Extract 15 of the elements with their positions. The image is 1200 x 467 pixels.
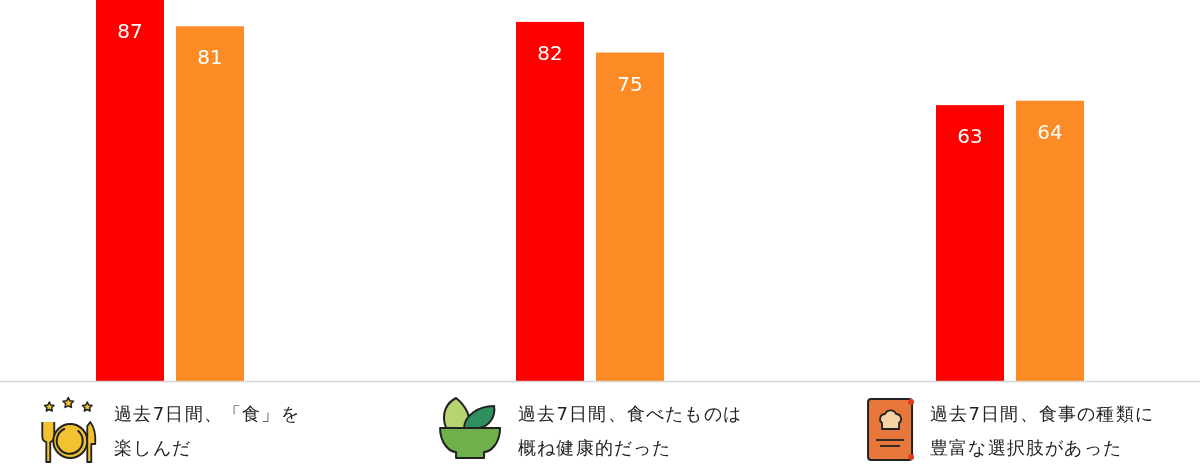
bar bbox=[516, 21, 584, 381]
x-tick-label: 過去7日間、食事の種類に豊富な選択肢があった bbox=[930, 403, 1154, 458]
data-label: 82 bbox=[537, 40, 563, 65]
bar bbox=[176, 26, 244, 381]
bar bbox=[1016, 100, 1084, 381]
data-label: 81 bbox=[197, 45, 223, 70]
bar bbox=[936, 105, 1004, 381]
x-tick-label: 過去7日間、「食」を楽しんだ bbox=[114, 403, 300, 458]
data-label: 87 bbox=[117, 19, 143, 43]
x-tick-label: 過去7日間、食べたものは概ね健康的だった bbox=[518, 403, 742, 458]
data-label: 75 bbox=[617, 71, 643, 96]
data-label: 63 bbox=[957, 124, 983, 149]
data-label: 64 bbox=[1037, 119, 1063, 144]
bar bbox=[96, 0, 164, 381]
bar bbox=[596, 52, 664, 381]
